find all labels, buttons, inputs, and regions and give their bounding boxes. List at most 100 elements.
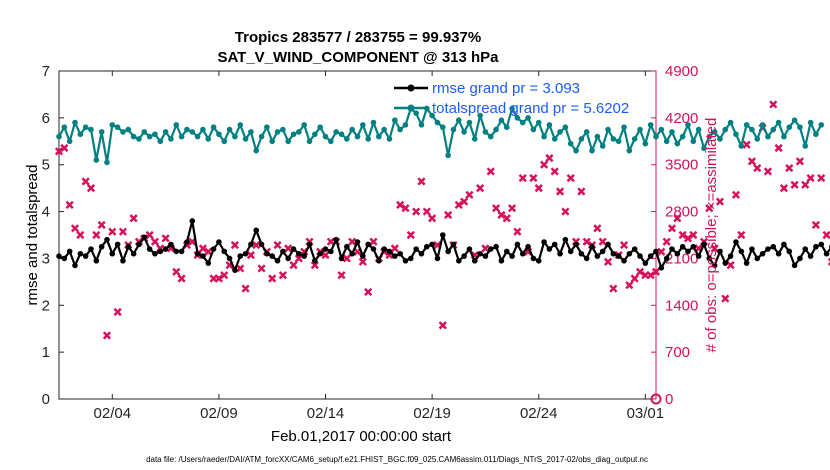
totalspread-point xyxy=(360,122,366,128)
obs-point-stroke xyxy=(161,234,170,243)
obs-point xyxy=(811,220,820,230)
y-tick-label: 7 xyxy=(42,63,50,80)
totalspread-point xyxy=(242,136,249,142)
rmse-point xyxy=(370,246,377,252)
obs-point-stroke xyxy=(598,237,607,246)
rmse-point xyxy=(253,227,260,234)
totalspread-point xyxy=(509,105,515,112)
obs-point xyxy=(230,240,239,250)
rmse-point xyxy=(605,241,611,248)
rmse-point xyxy=(360,253,366,259)
obs-point xyxy=(289,261,298,270)
rmse-point xyxy=(189,218,196,224)
totalspread-point xyxy=(392,117,398,123)
obs-point-stroke xyxy=(220,271,229,280)
obs-point-stroke xyxy=(742,140,751,149)
rmse-point xyxy=(791,262,798,269)
obs-point xyxy=(577,187,586,196)
obs-point-stroke xyxy=(561,207,570,216)
rmse-point xyxy=(210,246,217,252)
rmse-point xyxy=(376,257,382,264)
totalspread-point xyxy=(535,119,542,126)
y-tick-label: 4 xyxy=(42,204,50,221)
rmse-point xyxy=(653,248,659,255)
obs-point-stroke xyxy=(673,214,682,223)
obs-point-stroke xyxy=(145,230,154,240)
obs-point xyxy=(396,200,405,209)
totalspread-point xyxy=(631,136,638,142)
obs-point xyxy=(97,220,106,230)
obs-point-stroke xyxy=(236,264,245,273)
rmse-point xyxy=(477,250,483,257)
rmse-point xyxy=(759,250,766,257)
obs-point-stroke xyxy=(422,207,431,216)
obs-point-stroke xyxy=(481,244,490,253)
rmse-point xyxy=(674,250,681,257)
rmse-point xyxy=(695,253,702,259)
totalspread-point xyxy=(109,122,116,128)
obs-point-stroke xyxy=(97,220,106,230)
obs-point-stroke xyxy=(806,174,815,183)
totalspread-point xyxy=(280,126,286,133)
chart-title: Tropics 283577 / 283755 = 99.937% xyxy=(235,29,481,46)
rmse-point xyxy=(88,246,94,252)
totalspread-point xyxy=(72,119,78,126)
totalspread-point xyxy=(146,133,153,140)
totalspread-point xyxy=(727,119,734,126)
rmse-point xyxy=(711,262,718,269)
rmse-point xyxy=(514,241,521,248)
obs-point xyxy=(406,230,415,240)
obs-point xyxy=(593,224,602,233)
rmse-point xyxy=(136,241,142,248)
obs-point-stroke xyxy=(150,237,160,246)
totalspread-point xyxy=(802,143,809,149)
totalspread-point xyxy=(439,124,446,131)
rmse-point xyxy=(66,248,73,255)
totalspread-point xyxy=(637,126,643,133)
obs-point xyxy=(651,267,661,276)
obs-point xyxy=(246,250,255,260)
rmse-point xyxy=(178,248,185,255)
obs-point xyxy=(348,237,357,246)
totalspread-point xyxy=(189,129,196,135)
x-tick-label: 03/01 xyxy=(627,405,665,422)
rmse-point xyxy=(599,248,606,255)
y2-axis-label: # of obs: o=possible; ×=assimilated xyxy=(703,118,720,353)
totalspread-point xyxy=(88,126,94,133)
rmse-point xyxy=(221,248,228,255)
totalspread-point xyxy=(583,129,590,135)
totalspread-point xyxy=(610,136,617,142)
obs-point-stroke xyxy=(529,174,538,183)
rmse-point xyxy=(663,255,670,262)
rmse-point xyxy=(594,253,601,259)
obs-point xyxy=(364,287,373,296)
rmse-point xyxy=(349,250,355,257)
totalspread-point xyxy=(397,126,403,133)
obs-point-stroke xyxy=(310,261,319,270)
obs-point xyxy=(598,237,607,246)
rmse-point xyxy=(562,236,569,243)
rmse-point xyxy=(141,234,148,241)
obs-point xyxy=(214,274,223,283)
obs-point xyxy=(801,180,810,189)
totalspread-point xyxy=(77,131,84,138)
obs-point-stroke xyxy=(172,267,181,276)
obs-point xyxy=(172,267,181,276)
totalspread-point xyxy=(551,136,558,142)
obs-point-stroke xyxy=(619,240,629,250)
totalspread-point xyxy=(701,145,707,152)
totalspread-point xyxy=(594,133,601,140)
obs-point xyxy=(657,247,666,256)
obs-point-stroke xyxy=(710,244,719,253)
rmse-point xyxy=(258,241,265,248)
rmse-point xyxy=(285,255,292,262)
totalspread-point xyxy=(743,122,750,128)
totalspread-point xyxy=(226,126,233,133)
totalspread-point xyxy=(733,131,739,138)
rmse-point xyxy=(114,241,121,248)
obs-point xyxy=(454,200,463,209)
obs-point xyxy=(252,240,261,250)
rmse-point xyxy=(583,255,590,262)
totalspread-point xyxy=(738,143,745,149)
rmse-point xyxy=(733,239,739,245)
